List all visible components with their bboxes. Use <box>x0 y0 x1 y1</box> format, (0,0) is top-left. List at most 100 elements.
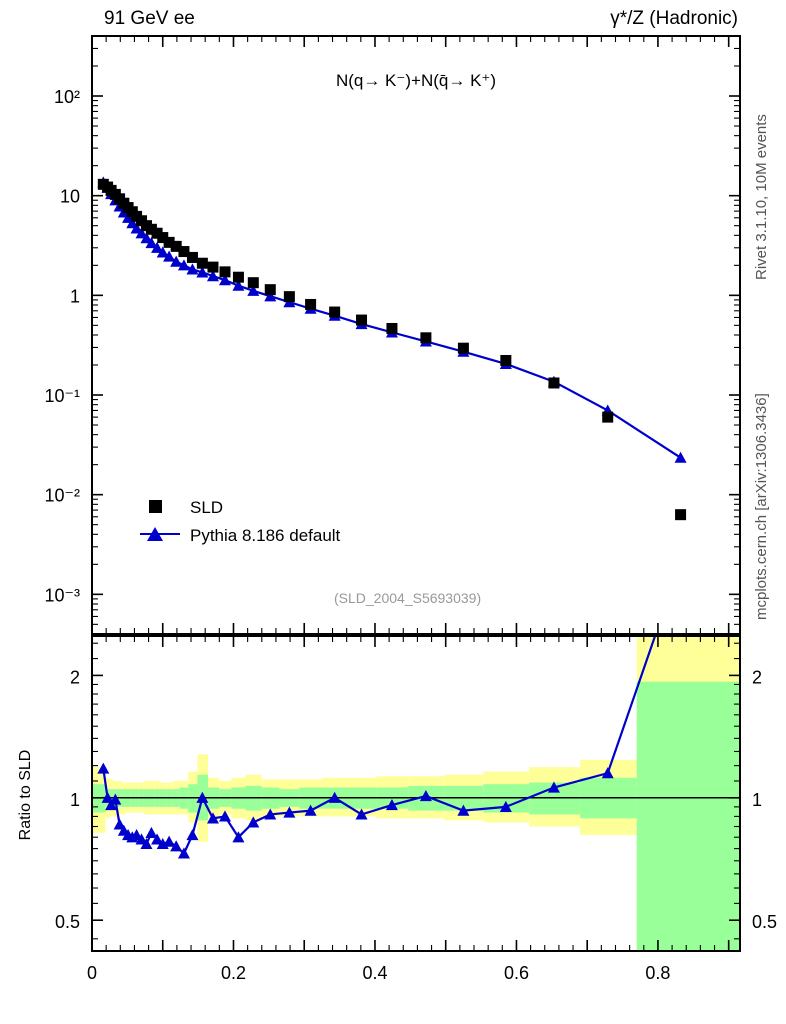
ratio-xtick-label: 0.2 <box>221 963 246 983</box>
ratio-ytick-label-right: 1 <box>752 790 762 810</box>
main-data-marker <box>151 227 163 239</box>
main-data-marker <box>157 232 169 244</box>
ratio-marker <box>170 840 183 852</box>
main-ytick-label: 1 <box>70 286 80 306</box>
main-data-marker <box>186 251 198 263</box>
ratio-xtick-label: 0.6 <box>504 963 529 983</box>
main-data-marker <box>420 332 432 344</box>
ratio-marker <box>163 835 176 847</box>
ratio-marker <box>97 762 110 774</box>
legend-marker-pythia <box>147 527 163 541</box>
main-data-marker <box>457 342 469 354</box>
main-mc-marker <box>177 259 190 271</box>
ratio-band-inner <box>636 681 740 951</box>
main-mc-marker <box>264 290 277 302</box>
ratio-marker <box>328 791 341 803</box>
main-data-marker <box>329 306 341 318</box>
header-right: γ*/Z (Hadronic) <box>610 8 738 29</box>
main-mc-marker <box>196 266 209 278</box>
main-data-marker <box>178 246 190 258</box>
ratio-ytick-label-left: 0.5 <box>55 912 80 932</box>
main-data-marker <box>283 291 295 303</box>
legend: SLD Pythia 8.186 default <box>140 498 341 545</box>
ratio-marker <box>547 781 560 793</box>
main-mc-marker <box>156 246 169 258</box>
main-mc-marker <box>674 451 687 463</box>
ratio-xtick-label: 0 <box>87 963 97 983</box>
legend-label-pythia: Pythia 8.186 default <box>190 526 341 545</box>
main-ytick-label: 10² <box>54 87 80 107</box>
ratio-marker <box>355 808 368 820</box>
main-data-marker <box>386 322 398 334</box>
ratio-marker <box>177 847 190 859</box>
ratio-marker <box>218 810 231 822</box>
main-data-marker <box>500 354 512 366</box>
main-data-marker <box>356 314 368 326</box>
ratio-marker <box>304 804 317 816</box>
watermark-text: (SLD_2004_S5693039) <box>334 590 481 606</box>
ratio-marker <box>186 829 199 841</box>
main-data-marker <box>219 266 231 278</box>
main-data-marker <box>232 271 244 283</box>
ratio-marker <box>206 812 219 824</box>
ratio-ytick-label-left: 2 <box>70 667 80 687</box>
main-mc-marker <box>130 222 143 234</box>
main-data-marker <box>145 223 157 235</box>
main-data-marker <box>207 261 219 273</box>
ratio-marker <box>196 791 209 803</box>
main-data-marker <box>170 240 182 252</box>
main-data-marker <box>675 509 687 521</box>
ratio-xtick-label: 0.8 <box>645 963 670 983</box>
ratio-curve-group <box>97 636 657 859</box>
main-data-marker <box>163 236 175 248</box>
ratio-marker <box>457 804 470 816</box>
main-data-marker <box>247 277 259 289</box>
ratio-ytick-label-right: 2 <box>752 667 762 687</box>
main-data-marker <box>196 257 208 269</box>
ratio-marker <box>109 793 122 805</box>
ratio-marker <box>140 837 153 850</box>
main-mc-marker <box>163 250 176 262</box>
main-mc-marker <box>135 227 148 239</box>
legend-marker-sld <box>149 500 162 513</box>
side-label-rivet: Rivet 3.1.10, 10M events <box>753 114 770 280</box>
main-mc-marker <box>218 274 231 286</box>
legend-label-sld: SLD <box>190 498 223 517</box>
ratio-axis-label: Ratio to SLD <box>17 750 34 841</box>
main-data-marker <box>548 377 560 389</box>
plot-title: N(q→ K⁻)+N(q̄→ K⁺) <box>336 71 496 90</box>
ratio-marker <box>385 799 398 811</box>
ratio-marker <box>283 806 296 818</box>
ratio-marker <box>113 818 126 830</box>
main-ytick-label: 10⁻¹ <box>44 386 80 406</box>
main-mc-marker <box>145 237 158 249</box>
ratio-marker <box>232 831 245 843</box>
ratio-marker <box>247 816 260 828</box>
main-mc-marker <box>151 241 164 253</box>
ratio-marker <box>499 800 512 812</box>
main-mc-marker <box>206 270 219 282</box>
main-ytick-label: 10 <box>60 187 80 207</box>
main-data-marker <box>602 411 614 423</box>
ratio-ytick-label-right: 0.5 <box>752 912 777 932</box>
ratio-marker <box>151 833 164 845</box>
main-mc-marker <box>170 255 183 267</box>
main-data-marker <box>305 298 317 310</box>
main-plot-panel: 10² 10 1 10⁻¹ 10⁻² 10⁻³ <box>44 35 741 635</box>
ratio-marker <box>419 790 432 802</box>
main-mc-marker <box>247 284 260 296</box>
ratio-marker <box>601 767 614 779</box>
ratio-marker <box>264 808 277 820</box>
main-mc-marker <box>186 263 199 275</box>
main-ytick-label: 10⁻³ <box>44 585 80 605</box>
ratio-ytick-label-left: 1 <box>70 790 80 810</box>
side-label-mcplots: mcplots.cern.ch [arXiv:1306.3436] <box>753 393 770 620</box>
ratio-plot-frame <box>91 635 741 952</box>
ratio-plot-panel: 2 2 1 1 0.5 0.5 0 0.2 0.4 0.6 0.8 <box>55 635 777 983</box>
main-mc-marker <box>232 279 245 291</box>
ratio-marker <box>145 826 158 838</box>
main-data-marker <box>264 284 276 296</box>
ratio-xtick-label: 0.4 <box>362 963 387 983</box>
